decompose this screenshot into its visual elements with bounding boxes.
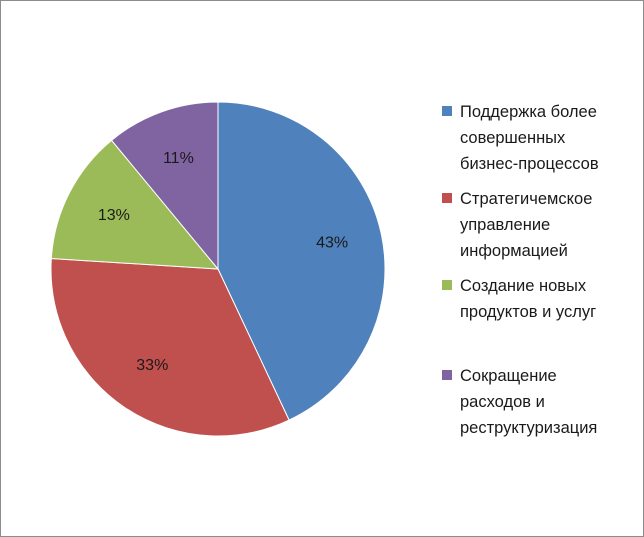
pie-slice-1 [50, 257, 290, 437]
legend-swatch-3 [442, 370, 452, 380]
data-label-1: 33% [136, 357, 168, 374]
legend-item-3: Сокращение расходов и реструктуризация [442, 363, 638, 441]
legend-item-1: Стратегичемское управление информацией [442, 186, 638, 264]
legend-item-2: Создание новых продуктов и услуг [442, 273, 638, 325]
legend-swatch-0 [442, 106, 452, 116]
legend-label-2: Создание новых продуктов и услуг [460, 277, 597, 321]
pie-slice-2 [50, 139, 220, 270]
pie-slice-3 [110, 101, 219, 271]
data-label-3: 11% [163, 150, 194, 167]
legend-label-3: Сокращение расходов и реструктуризация [460, 367, 598, 437]
data-label-2: 13% [98, 207, 130, 224]
legend-label-0: Поддержка более совершенных бизнес-проце… [460, 103, 599, 173]
legend-item-0: Поддержка более совершенных бизнес-проце… [442, 99, 638, 177]
legend-swatch-1 [442, 193, 452, 203]
legend-swatch-2 [442, 280, 452, 290]
data-label-0: 43% [316, 235, 348, 252]
legend-label-1: Стратегичемское управление информацией [460, 190, 593, 260]
pie-slice-0 [217, 101, 386, 421]
